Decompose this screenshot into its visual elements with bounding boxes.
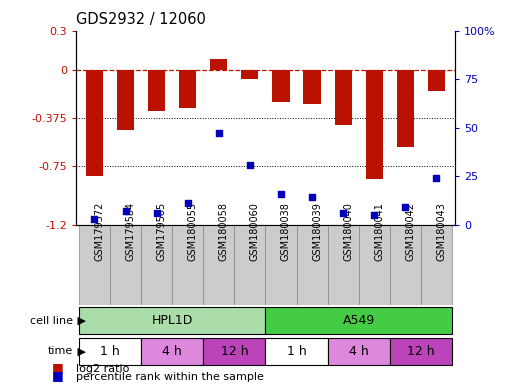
Point: [90, 216, 99, 222]
Point: [308, 194, 316, 200]
Bar: [327, 338, 390, 365]
Point: [277, 190, 285, 197]
Bar: [303, 70, 321, 104]
Bar: [86, 70, 103, 175]
Text: GSM179584: GSM179584: [126, 202, 135, 261]
Bar: [428, 70, 445, 91]
Bar: [210, 59, 228, 70]
Bar: [266, 225, 297, 305]
Point: [432, 175, 440, 181]
Text: ■: ■: [52, 361, 68, 374]
Text: GDS2932 / 12060: GDS2932 / 12060: [76, 12, 206, 27]
Bar: [79, 225, 110, 305]
Point: [370, 212, 378, 218]
Bar: [79, 307, 266, 334]
Text: 4 h: 4 h: [349, 345, 369, 358]
Bar: [179, 70, 196, 108]
Bar: [421, 225, 452, 305]
Text: percentile rank within the sample: percentile rank within the sample: [76, 372, 264, 382]
Bar: [335, 70, 351, 125]
Text: time: time: [48, 346, 73, 356]
Bar: [366, 70, 383, 179]
Text: GSM180060: GSM180060: [250, 202, 260, 260]
Bar: [117, 70, 134, 130]
Text: 4 h: 4 h: [162, 345, 182, 358]
Text: cell line: cell line: [30, 316, 73, 326]
Point: [246, 161, 254, 167]
Bar: [266, 338, 327, 365]
Point: [153, 210, 161, 216]
Text: 1 h: 1 h: [100, 345, 120, 358]
Text: GSM180055: GSM180055: [188, 202, 198, 261]
Text: 1 h: 1 h: [287, 345, 306, 358]
Bar: [390, 338, 452, 365]
Text: log2 ratio: log2 ratio: [76, 364, 129, 374]
Bar: [359, 225, 390, 305]
Text: ■: ■: [52, 369, 68, 382]
Point: [401, 204, 410, 210]
Text: GSM180041: GSM180041: [374, 202, 384, 260]
Bar: [234, 225, 266, 305]
Bar: [172, 225, 203, 305]
Point: [184, 200, 192, 206]
Bar: [148, 70, 165, 111]
Point: [121, 208, 130, 214]
Text: HPL1D: HPL1D: [152, 314, 193, 327]
Point: [214, 131, 223, 137]
Bar: [241, 70, 258, 79]
Bar: [110, 225, 141, 305]
Text: ▶: ▶: [74, 316, 86, 326]
Bar: [79, 338, 141, 365]
Point: [339, 210, 347, 216]
Text: 12 h: 12 h: [407, 345, 435, 358]
Bar: [390, 225, 421, 305]
Text: 12 h: 12 h: [221, 345, 248, 358]
Bar: [141, 225, 172, 305]
Text: GSM180058: GSM180058: [219, 202, 229, 261]
Text: ▶: ▶: [74, 346, 86, 356]
Text: GSM179572: GSM179572: [95, 201, 105, 261]
Text: GSM180042: GSM180042: [405, 202, 415, 261]
Bar: [297, 225, 327, 305]
Bar: [272, 70, 290, 102]
Bar: [397, 70, 414, 147]
Bar: [266, 307, 452, 334]
Text: GSM179585: GSM179585: [157, 202, 167, 261]
Bar: [203, 225, 234, 305]
Text: GSM180040: GSM180040: [343, 202, 353, 260]
Text: A549: A549: [343, 314, 375, 327]
Text: GSM180043: GSM180043: [436, 202, 446, 260]
Bar: [141, 338, 203, 365]
Bar: [327, 225, 359, 305]
Bar: [203, 338, 266, 365]
Text: GSM180039: GSM180039: [312, 202, 322, 260]
Text: GSM180038: GSM180038: [281, 202, 291, 260]
